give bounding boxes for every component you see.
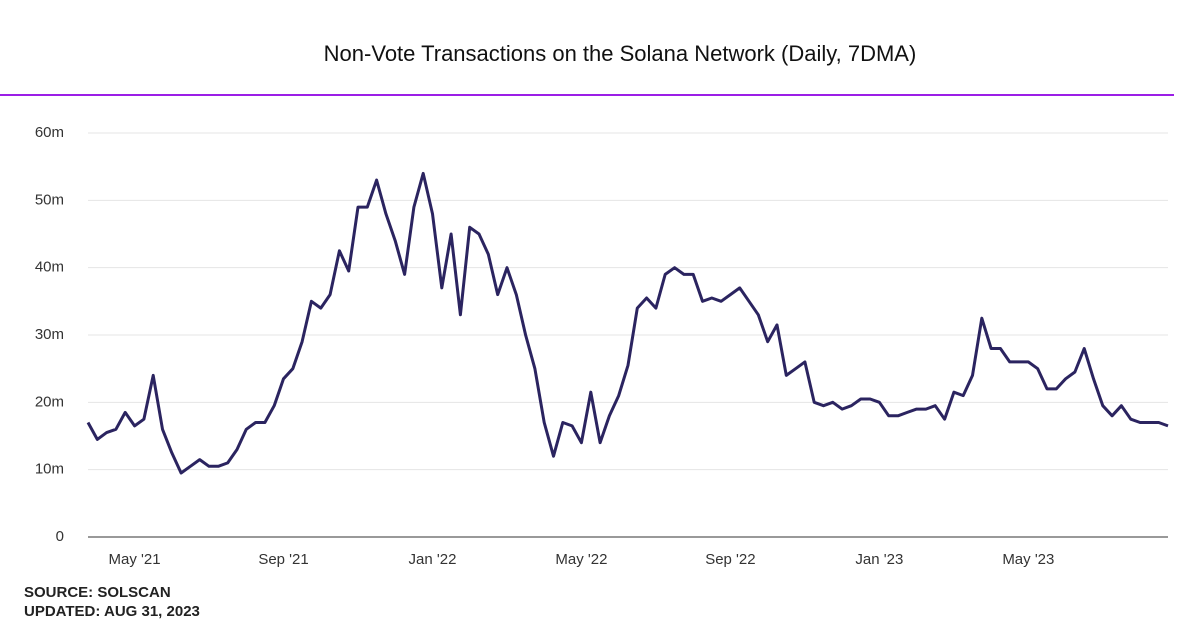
y-tick-label: 30m xyxy=(35,326,64,343)
source-note: SOURCE: SOLSCAN xyxy=(24,584,171,601)
x-tick-label: Jan '23 xyxy=(855,551,903,568)
x-tick-label: Jan '22 xyxy=(409,551,457,568)
y-tick-label: 10m xyxy=(35,461,64,478)
x-tick-label: Sep '21 xyxy=(258,551,308,568)
y-tick-label: 40m xyxy=(35,259,64,276)
data-line xyxy=(86,171,1169,475)
y-tick-label: 50m xyxy=(35,191,64,208)
y-tick-label: 60m xyxy=(35,124,64,141)
chart-title: Non-Vote Transactions on the Solana Netw… xyxy=(324,41,917,66)
y-tick-label: 0 xyxy=(56,528,64,545)
x-tick-label: Sep '22 xyxy=(705,551,755,568)
y-tick-label: 20m xyxy=(35,393,64,410)
x-tick-label: May '23 xyxy=(1002,551,1054,568)
updated-note: UPDATED: AUG 31, 2023 xyxy=(24,603,200,620)
x-tick-label: May '21 xyxy=(109,551,161,568)
x-tick-label: May '22 xyxy=(555,551,607,568)
